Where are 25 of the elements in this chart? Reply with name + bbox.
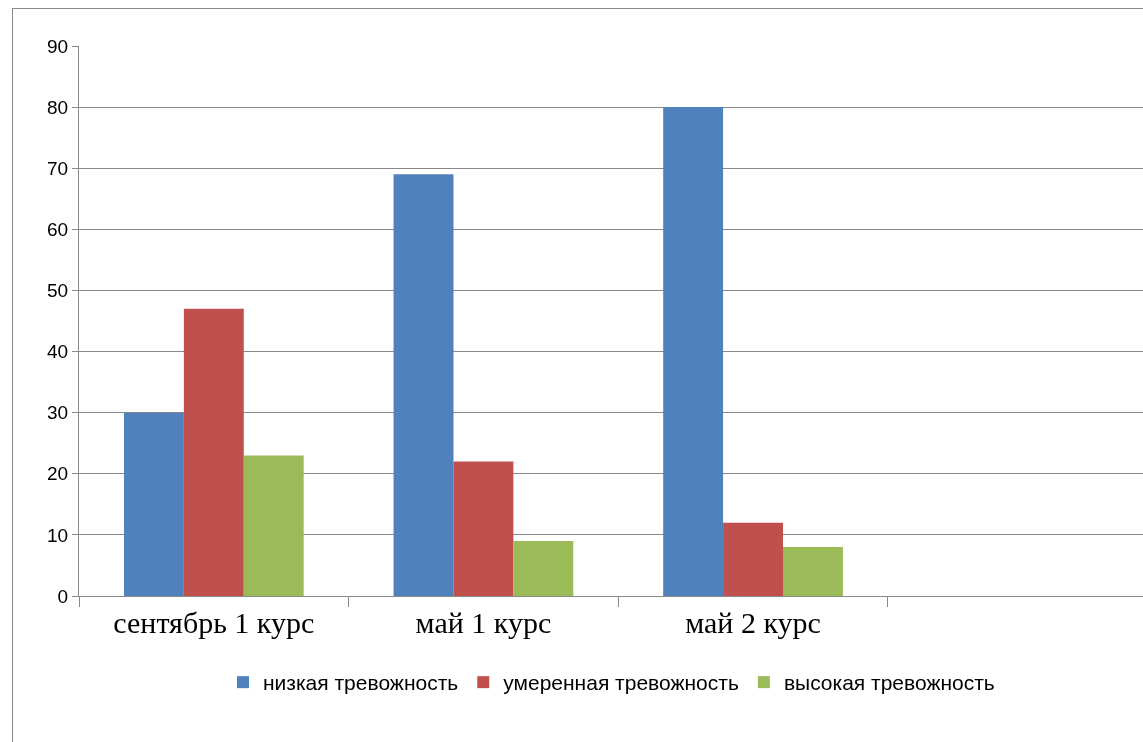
bar	[123, 412, 184, 596]
y-tick-label: 30	[47, 402, 69, 424]
bar	[783, 547, 843, 596]
x-tick-label: сентябрь 1 курс	[113, 606, 315, 639]
legend-label: высокая тревожность	[783, 671, 995, 695]
y-tick-label: 20	[47, 463, 69, 485]
y-tick-label: 0	[57, 585, 69, 607]
bar	[663, 107, 724, 596]
bar	[243, 455, 304, 596]
bar	[723, 522, 784, 596]
x-tick-label: май 1 курс	[415, 606, 552, 639]
bar	[453, 461, 514, 596]
y-tick-label: 80	[47, 96, 69, 118]
y-tick-label: 90	[47, 35, 69, 57]
y-tick-label: 70	[47, 157, 69, 179]
bar	[183, 308, 244, 596]
bar	[393, 174, 454, 596]
y-tick-label: 50	[47, 280, 69, 302]
bar	[513, 541, 574, 596]
legend-label: умеренная тревожность	[503, 671, 739, 695]
y-tick-label: 40	[47, 341, 69, 363]
legend-label: низкая тревожность	[263, 671, 459, 695]
y-tick-label: 60	[47, 218, 69, 240]
y-tick-label: 10	[47, 524, 69, 546]
x-tick-label: май 2 курс	[685, 606, 821, 639]
